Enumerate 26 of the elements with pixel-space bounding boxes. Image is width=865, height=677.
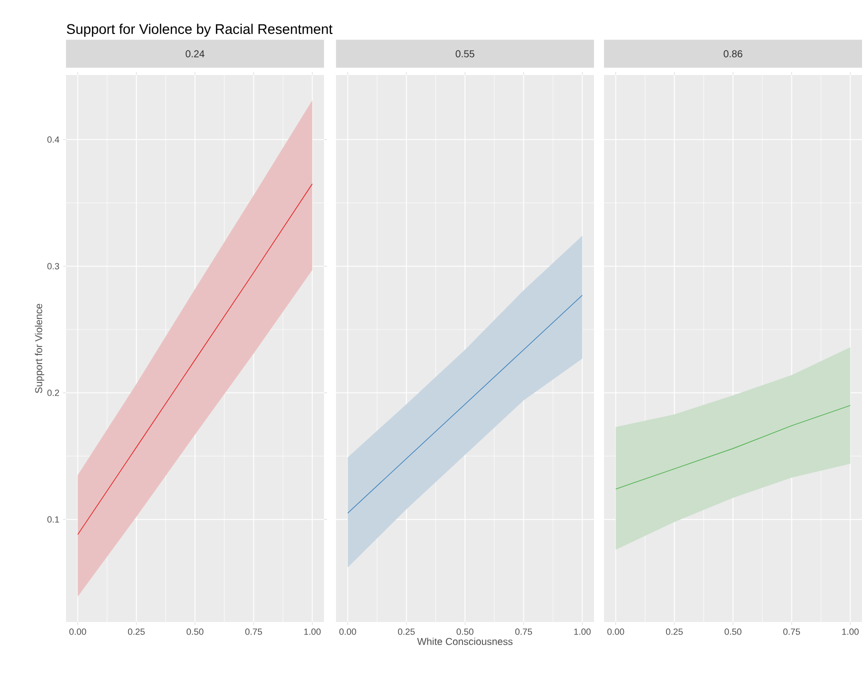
x-tick-label: 0.00 — [607, 628, 624, 635]
y-tick-label: 0.2 — [47, 390, 60, 396]
x-tick-label: 1.00 — [842, 628, 859, 635]
x-tick-label: 0.25 — [128, 628, 145, 635]
chart-title: Support for Violence by Racial Resentment — [66, 24, 333, 37]
y-tick-label: 0.4 — [47, 136, 60, 143]
chart-subtitle: 0.24 — [186, 50, 204, 58]
x-tick-label: 0.75 — [245, 628, 262, 635]
chart-subtitle: 0.55 — [456, 50, 474, 58]
x-tick-label: 0.50 — [724, 628, 742, 635]
x-tick-label: 1.00 — [574, 628, 591, 635]
x-tick-label: 1.00 — [304, 628, 321, 635]
chart-subtitle: 0.86 — [724, 50, 742, 58]
y-axis-title: Support for Violence — [34, 304, 44, 394]
y-tick-label: 0.3 — [47, 263, 60, 270]
x-tick-label: 0.25 — [666, 628, 683, 635]
x-tick-label: 0.50 — [186, 628, 204, 635]
x-tick-label: 0.75 — [783, 628, 800, 635]
x-axis-title: White Consciousness — [417, 638, 513, 646]
y-tick-label: 0.1 — [47, 516, 60, 523]
line-series — [77, 184, 313, 535]
x-tick-label: 0.00 — [339, 628, 356, 635]
x-tick-label: 0.00 — [69, 628, 86, 635]
x-tick-label: 0.75 — [515, 628, 532, 635]
x-tick-label: 0.50 — [456, 628, 474, 635]
x-tick-label: 0.25 — [398, 628, 415, 635]
